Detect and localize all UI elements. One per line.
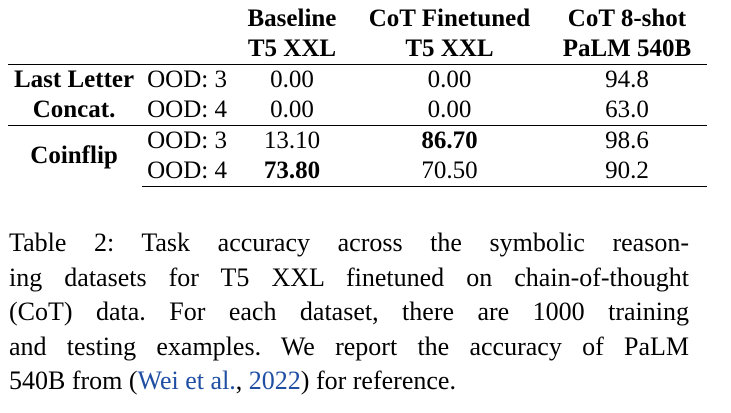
caption-text: 540B from (: [9, 366, 138, 395]
task-label-coinflip: Coinflip: [8, 125, 143, 187]
header-palm-line2: PaLM 540B: [546, 34, 707, 65]
caption-line: Table 2: Task accuracy across the symbol…: [9, 228, 689, 257]
split-cell: OOD: 3: [147, 66, 227, 93]
cot-cell: 70.50: [351, 156, 547, 187]
header-task: [8, 4, 142, 34]
caption-line: ing datasets for T5 XXL finetuned on cha…: [9, 262, 689, 292]
table-row: OOD: 4 73.80 70.50 90.2: [8, 156, 707, 187]
split-cell: OOD: 4: [147, 96, 227, 123]
baseline-cell: 0.00: [270, 96, 314, 123]
split-cell: OOD: 3: [142, 125, 232, 156]
caption-text: ) for reference.: [300, 366, 456, 395]
baseline-cell-best: 73.80: [231, 156, 352, 187]
citation-link-year[interactable]: 2022: [248, 366, 301, 395]
table-row: Coinflip OOD: 3 13.10 86.70 98.6: [8, 125, 707, 187]
cot-cell-best: 86.70: [351, 125, 547, 156]
header-cot-line2: T5 XXL: [351, 34, 547, 65]
task-label-last-letter: Last Letter Concat.: [8, 65, 142, 126]
caption-line: (CoT) data. For each dataset, there are …: [9, 297, 689, 326]
baseline-cell: 0.00: [270, 66, 314, 93]
caption-line-last: 540B from (Wei et al., 2022) for referen…: [9, 364, 689, 399]
palm-cell: 90.2: [546, 156, 707, 187]
header-task-line2: [8, 34, 143, 65]
table-row: Last Letter Concat. OOD: 3 0.00 0.00 94.…: [8, 65, 707, 123]
table-row: OOD: 4 0.00 0.00 63.0: [8, 95, 707, 126]
header-split-line2: [142, 34, 232, 65]
caption-line: and testing examples. We report the accu…: [9, 331, 689, 361]
baseline-cell: 13.10: [231, 125, 352, 156]
task-label-line1: Last Letter: [14, 66, 135, 93]
split-cell: OOD: 4: [142, 156, 232, 187]
palm-cell: 63.0: [605, 96, 649, 123]
header-split: [142, 4, 232, 34]
results-table: Baseline CoT Finetuned CoT 8-shot T5 XXL…: [8, 4, 707, 187]
cot-cell: 0.00: [427, 96, 472, 123]
header-cot-line1: CoT Finetuned: [368, 5, 531, 32]
citation-link-author[interactable]: Wei et al.: [137, 366, 236, 395]
task-label-line2: Concat.: [32, 96, 116, 123]
header-palm-line1: CoT 8-shot: [567, 5, 687, 32]
table-caption: Table 2: Task accuracy across the symbol…: [9, 226, 689, 399]
header-row-1: Baseline CoT Finetuned CoT 8-shot: [8, 4, 707, 34]
palm-cell: 94.8: [605, 66, 649, 93]
task-label-line1: Coinflip: [30, 142, 118, 170]
palm-cell: 98.6: [546, 125, 707, 156]
header-baseline-line1: Baseline: [247, 5, 337, 32]
caption-text: ,: [235, 366, 249, 395]
header-baseline-line2: T5 XXL: [231, 34, 352, 65]
header-row-2: T5 XXL T5 XXL PaLM 540B: [8, 34, 707, 65]
cot-cell: 0.00: [427, 66, 472, 93]
